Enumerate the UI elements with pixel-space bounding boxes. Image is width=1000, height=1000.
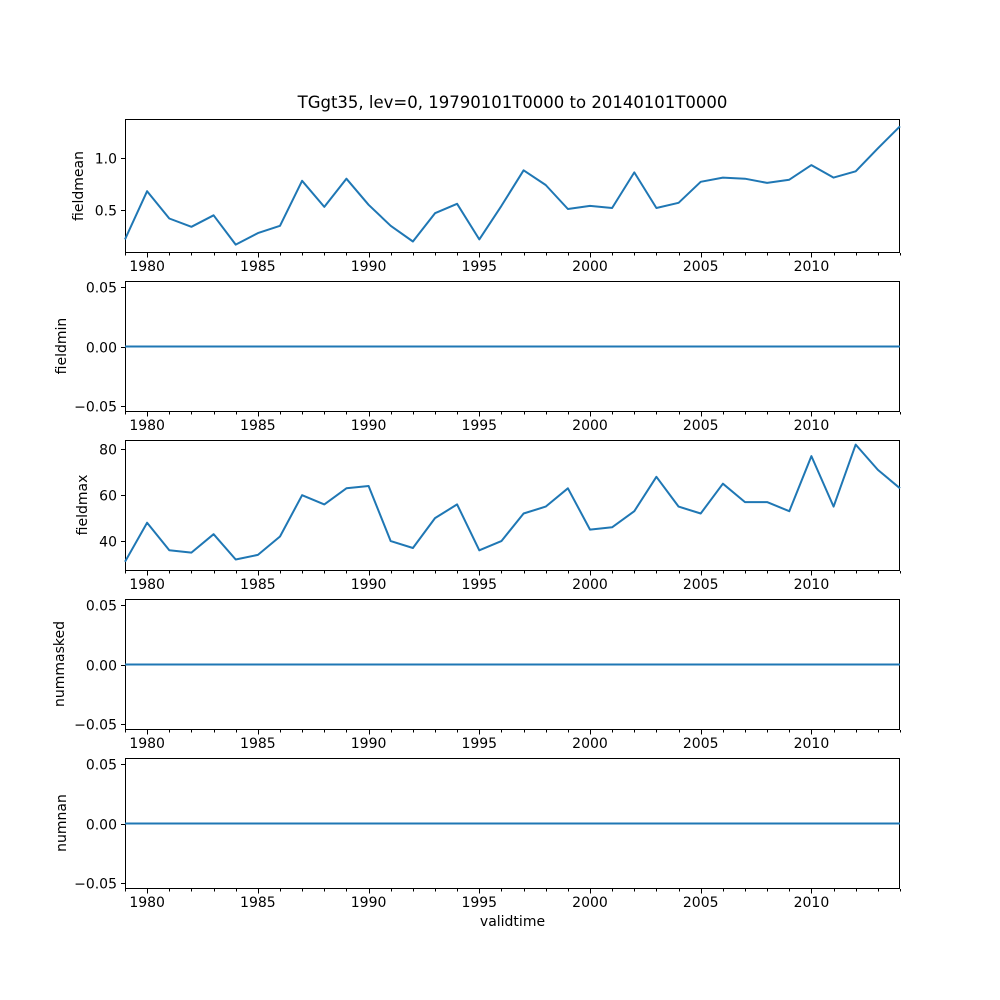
x-tick-label: 1995 — [461, 418, 497, 434]
x-tick-label: 1980 — [129, 895, 165, 911]
y-tick-label: 0.00 — [86, 659, 117, 675]
x-tick-label: 1980 — [129, 736, 165, 752]
x-tick-label: 1985 — [240, 418, 276, 434]
x-tick-label: 1985 — [240, 736, 276, 752]
subplot-fieldmax: 1980 1985 1990 1995 2000 2005 2010 40 60 80 — [99, 440, 901, 593]
x-tick-label: 1990 — [351, 577, 387, 593]
y-tick-label: 80 — [99, 443, 117, 459]
x-tick-label: 1985 — [240, 577, 276, 593]
y-tick-label: 0.05 — [86, 758, 117, 774]
subplot-nummasked: 1980 1985 1990 1995 2000 2005 2010 −0.05 0.00 0.0… — [74, 599, 901, 752]
x-tick-label: 2000 — [572, 259, 608, 275]
data-line — [124, 125, 901, 246]
x-tick-label: 2010 — [794, 259, 830, 275]
x-tick-label: 1985 — [240, 259, 276, 275]
subplot-fieldmin: 1980 1985 1990 1995 2000 2005 2010 −0.05 0.00 0.0… — [74, 281, 901, 434]
x-tick-label: 2010 — [794, 736, 830, 752]
axis-frame — [125, 119, 900, 253]
x-tick-label: 2005 — [683, 577, 719, 593]
x-tick-label: 2000 — [572, 736, 608, 752]
x-tick-label: 1980 — [129, 418, 165, 434]
y-tick-label: −0.05 — [74, 877, 117, 893]
x-tick-label: 1990 — [351, 259, 387, 275]
x-tick-label: 2010 — [794, 418, 830, 434]
x-tick-label: 1980 — [129, 577, 165, 593]
x-tick-label: 1990 — [351, 418, 387, 434]
y-tick-label: 0.05 — [86, 281, 117, 297]
x-tick-label: 2000 — [572, 577, 608, 593]
y-tick-label: 0.00 — [86, 341, 117, 357]
x-tick-label: 1985 — [240, 895, 276, 911]
data-line — [124, 443, 901, 563]
x-tick-label: 1995 — [461, 577, 497, 593]
subplot-fieldmean: 1980 1985 1990 1995 2000 2005 2010 0.5 1.0 — [95, 119, 901, 275]
x-tick-label: 2000 — [572, 418, 608, 434]
x-axis-label: validtime — [479, 914, 546, 930]
y-tick-label: −0.05 — [74, 718, 117, 734]
y-tick-label: 0.5 — [95, 204, 117, 220]
chart-title: TGgt35, lev=0, 19790101T0000 to 20140101… — [297, 93, 728, 112]
x-tick-label: 1990 — [351, 736, 387, 752]
y-tick-label: −0.05 — [74, 400, 117, 416]
x-tick-label: 1995 — [461, 259, 497, 275]
x-tick-label: 2010 — [794, 895, 830, 911]
x-tick-label: 2005 — [683, 259, 719, 275]
subplot-numnan: 1980 1985 1990 1995 2000 2005 2010 −0.05 0.00 0.0… — [74, 758, 901, 911]
axis-frame — [125, 440, 900, 571]
x-tick-label: 2010 — [794, 577, 830, 593]
y-tick-label: 1.0 — [95, 152, 117, 168]
y-tick-label: 0.05 — [86, 599, 117, 615]
x-tick-label: 1980 — [129, 259, 165, 275]
x-tick-label: 1995 — [461, 736, 497, 752]
x-tick-label: 2005 — [683, 418, 719, 434]
x-tick-label: 2005 — [683, 895, 719, 911]
x-tick-label: 1995 — [461, 895, 497, 911]
y-tick-label: 60 — [99, 489, 117, 505]
x-tick-label: 1990 — [351, 895, 387, 911]
y-tick-label: 40 — [99, 535, 117, 551]
x-tick-label: 2000 — [572, 895, 608, 911]
y-tick-label: 0.00 — [86, 818, 117, 834]
x-tick-label: 2005 — [683, 736, 719, 752]
